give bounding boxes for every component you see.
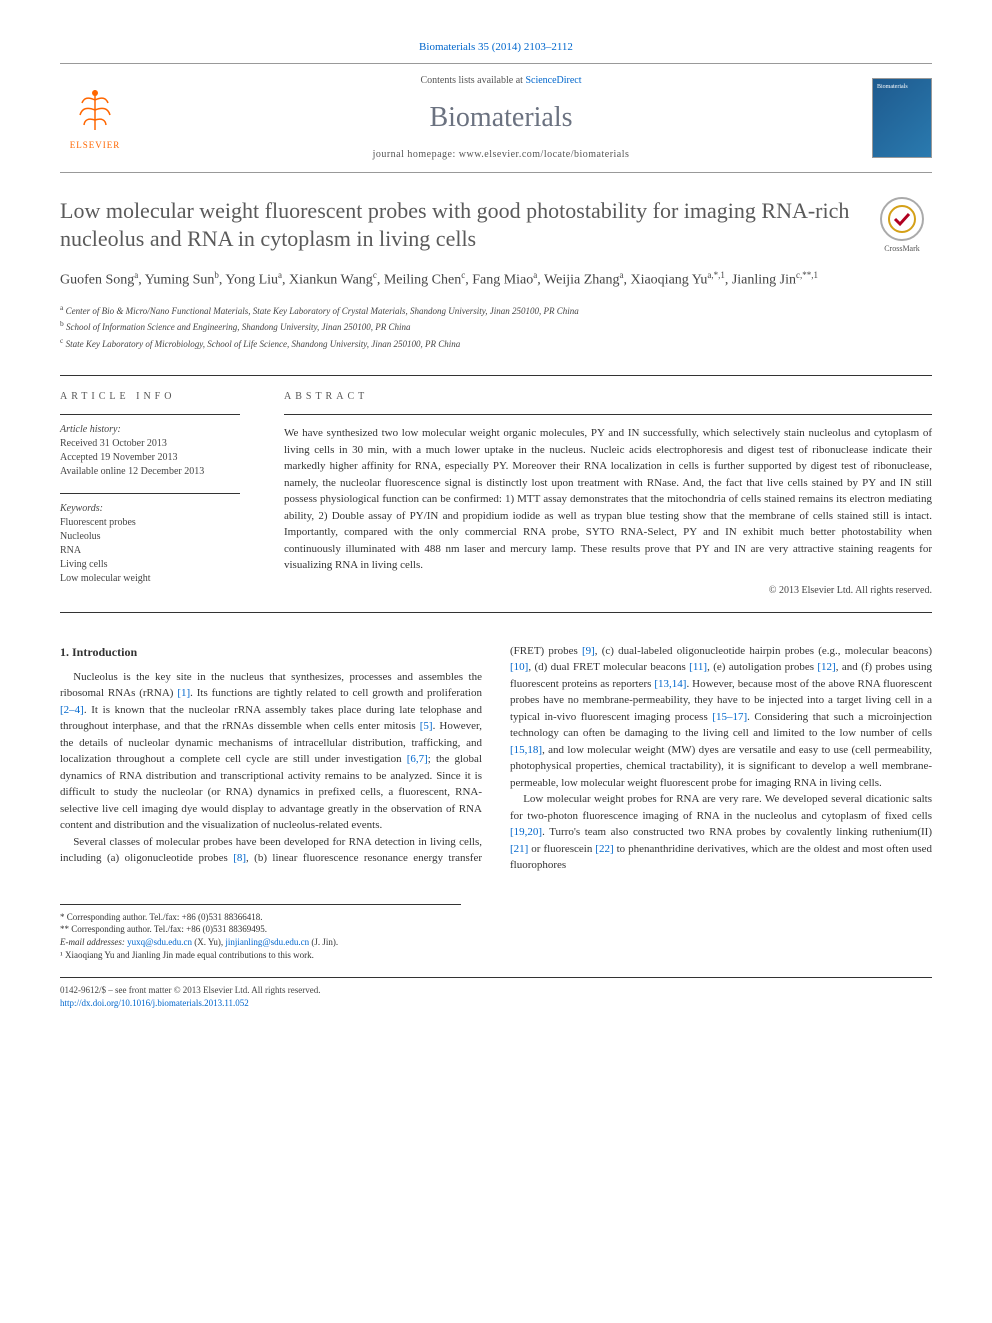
abstract-heading: ABSTRACT [284, 390, 932, 404]
elsevier-tree-icon [70, 85, 120, 135]
abstract-text: We have synthesized two low molecular we… [284, 414, 932, 574]
journal-name: Biomaterials [130, 98, 872, 137]
section-number: 1. [60, 645, 69, 659]
contents-available-text: Contents lists available at ScienceDirec… [130, 74, 872, 88]
info-abstract-row: ARTICLE INFO Article history: Received 3… [60, 375, 932, 613]
keyword: Living cells [60, 558, 240, 572]
history-line: Available online 12 December 2013 [60, 465, 240, 479]
body-paragraph: Low molecular weight probes for RNA are … [510, 791, 932, 874]
section-heading: 1. Introduction [60, 643, 482, 661]
authors-line: Guofen Songa, Yuming Sunb, Yong Liua, Xi… [60, 268, 932, 292]
keyword: RNA [60, 544, 240, 558]
emails-label: E-mail addresses: [60, 937, 127, 947]
keywords-label: Keywords: [60, 493, 240, 516]
section-title: Introduction [72, 645, 137, 659]
keyword: Fluorescent probes [60, 516, 240, 530]
history-label: Article history: [60, 414, 240, 437]
doi-link[interactable]: http://dx.doi.org/10.1016/j.biomaterials… [60, 998, 249, 1008]
sciencedirect-link[interactable]: ScienceDirect [525, 75, 581, 86]
keyword: Nucleolus [60, 530, 240, 544]
affiliations-block: a Center of Bio & Micro/Nano Functional … [60, 302, 932, 352]
email-attribution: (J. Jin). [309, 937, 338, 947]
title-row: Low molecular weight fluorescent probes … [60, 197, 932, 254]
crossmark-badge-icon [880, 197, 924, 241]
journal-cover-thumbnail[interactable]: Biomaterials [872, 78, 932, 158]
email-link[interactable]: jinjianling@sdu.edu.cn [225, 937, 309, 947]
article-title: Low molecular weight fluorescent probes … [60, 197, 852, 254]
article-info-heading: ARTICLE INFO [60, 390, 240, 404]
article-info-column: ARTICLE INFO Article history: Received 3… [60, 376, 260, 612]
journal-info-box: Contents lists available at ScienceDirec… [130, 74, 872, 161]
abstract-copyright: © 2013 Elsevier Ltd. All rights reserved… [284, 584, 932, 598]
corresponding-author-note: ** Corresponding author. Tel./fax: +86 (… [60, 923, 461, 936]
equal-contribution-note: ¹ Xiaoqiang Yu and Jianling Jin made equ… [60, 949, 461, 962]
abstract-column: ABSTRACT We have synthesized two low mol… [260, 376, 932, 612]
bottom-publication-line: 0142-9612/$ – see front matter © 2013 El… [60, 977, 932, 1009]
citation-line: Biomaterials 35 (2014) 2103–2112 [60, 40, 932, 55]
body-paragraph: Nucleolus is the key site in the nucleus… [60, 669, 482, 834]
cover-thumb-label: Biomaterials [877, 83, 908, 91]
crossmark-label: CrossMark [884, 243, 920, 254]
footnotes-block: * Corresponding author. Tel./fax: +86 (0… [60, 904, 461, 961]
issn-copyright-line: 0142-9612/$ – see front matter © 2013 El… [60, 984, 932, 997]
email-line: E-mail addresses: yuxq@sdu.edu.cn (X. Yu… [60, 936, 461, 949]
journal-homepage-text: journal homepage: www.elsevier.com/locat… [130, 148, 872, 162]
elsevier-logo[interactable]: ELSEVIER [60, 78, 130, 158]
crossmark-widget[interactable]: CrossMark [872, 197, 932, 254]
history-line: Received 31 October 2013 [60, 437, 240, 451]
journal-header-band: ELSEVIER Contents lists available at Sci… [60, 63, 932, 172]
contents-prefix: Contents lists available at [420, 75, 525, 86]
elsevier-label: ELSEVIER [70, 139, 121, 152]
history-line: Accepted 19 November 2013 [60, 451, 240, 465]
body-two-column: 1. Introduction Nucleolus is the key sit… [60, 643, 932, 874]
email-attribution: (X. Yu), [192, 937, 225, 947]
email-link[interactable]: yuxq@sdu.edu.cn [127, 937, 192, 947]
keyword: Low molecular weight [60, 572, 240, 586]
corresponding-author-note: * Corresponding author. Tel./fax: +86 (0… [60, 911, 461, 924]
